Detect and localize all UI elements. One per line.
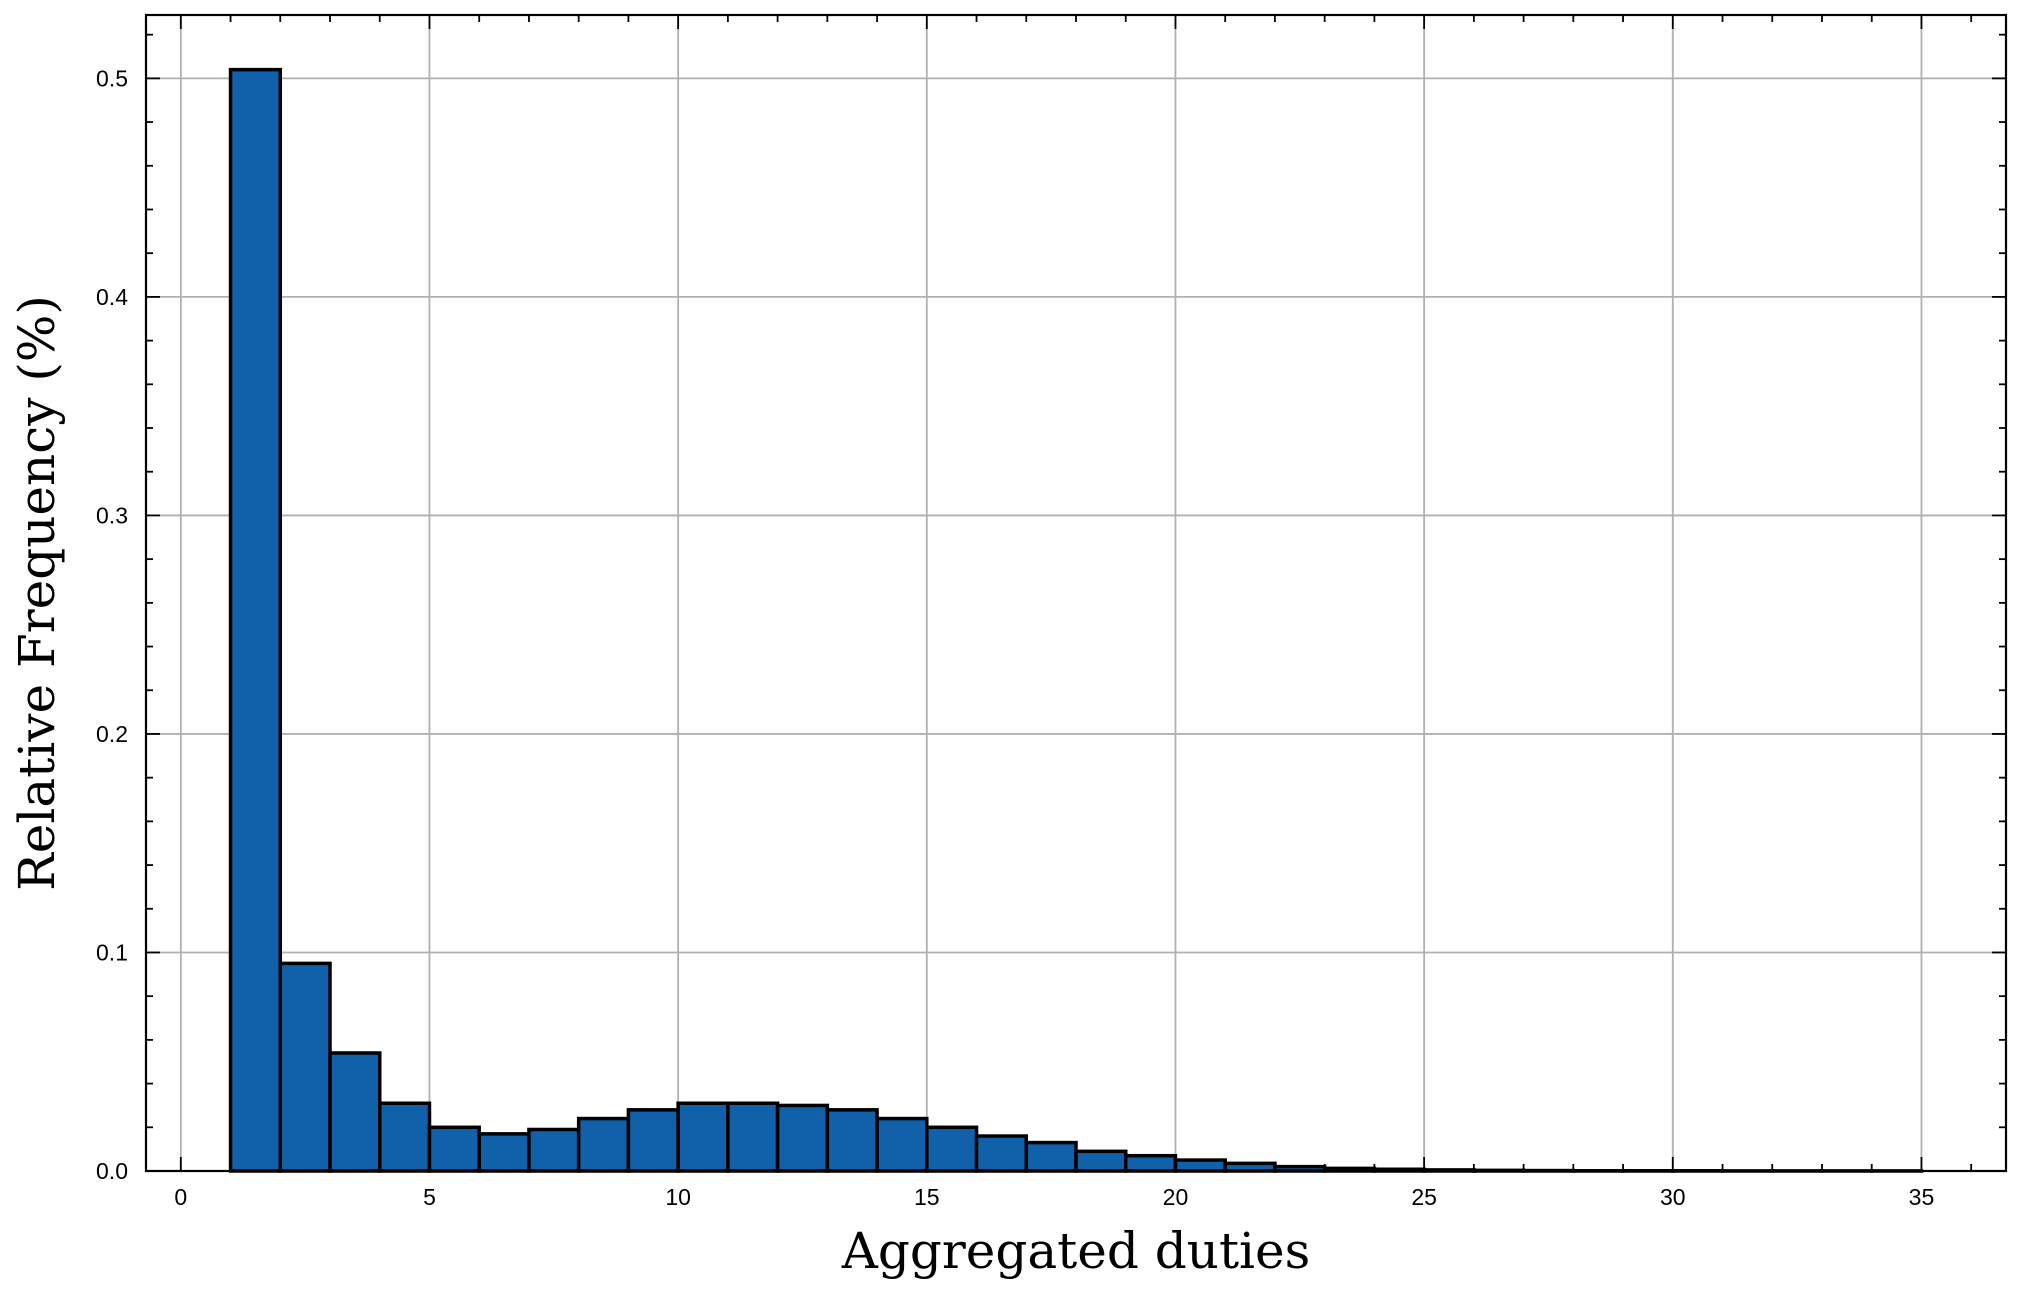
histogram-bar xyxy=(875,1116,929,1173)
x-tick-label: 15 xyxy=(914,1184,940,1210)
histogram-bar xyxy=(1074,1149,1128,1173)
histogram-bar xyxy=(726,1101,780,1173)
x-tick-label: 5 xyxy=(423,1184,436,1210)
y-axis-title: Relative Frequency (%) xyxy=(8,295,66,891)
axis-ticks xyxy=(146,15,2006,1172)
y-tick-label: 0.2 xyxy=(96,721,128,747)
histogram-bar xyxy=(925,1125,979,1173)
x-tick-label: 10 xyxy=(665,1184,691,1210)
tick-labels: 0 5 10 15 20 25 30 35 0.0 0.1 0.2 0.3 0.4 0.5 xyxy=(96,65,1934,1210)
histogram-bar xyxy=(1223,1161,1277,1173)
histogram-bar xyxy=(825,1108,879,1173)
y-tick-label: 0.5 xyxy=(96,65,128,91)
histogram-bar xyxy=(676,1101,730,1173)
x-tick-label: 0 xyxy=(174,1184,187,1210)
plot-background xyxy=(146,15,2006,1171)
y-tick-label: 0.1 xyxy=(96,939,128,965)
x-axis-title: Aggregated duties xyxy=(841,1222,1311,1280)
x-tick-label: 30 xyxy=(1660,1184,1686,1210)
histogram-bar xyxy=(427,1125,481,1173)
plot-frame xyxy=(144,13,2008,1173)
histogram-bar xyxy=(1123,1153,1178,1173)
histogram-bar xyxy=(974,1134,1029,1173)
histogram-bar xyxy=(377,1101,432,1173)
histogram-bar xyxy=(576,1116,631,1173)
histogram-bar xyxy=(775,1103,830,1173)
x-tick-label: 25 xyxy=(1411,1184,1437,1210)
histogram-bar xyxy=(1173,1158,1227,1173)
y-tick-label: 0.0 xyxy=(96,1158,128,1184)
grid xyxy=(146,15,2006,1172)
x-tick-label: 20 xyxy=(1163,1184,1189,1210)
histogram-bar xyxy=(1024,1140,1078,1173)
histogram-bar xyxy=(278,961,332,1173)
histogram-bar xyxy=(477,1132,531,1173)
histogram-bar xyxy=(527,1127,581,1173)
y-tick-label: 0.4 xyxy=(96,284,128,310)
histogram-bar xyxy=(228,67,283,1173)
y-tick-label: 0.3 xyxy=(96,502,128,528)
x-tick-label: 35 xyxy=(1909,1184,1935,1210)
histogram-bar xyxy=(328,1051,382,1173)
histogram-bar xyxy=(626,1108,680,1173)
